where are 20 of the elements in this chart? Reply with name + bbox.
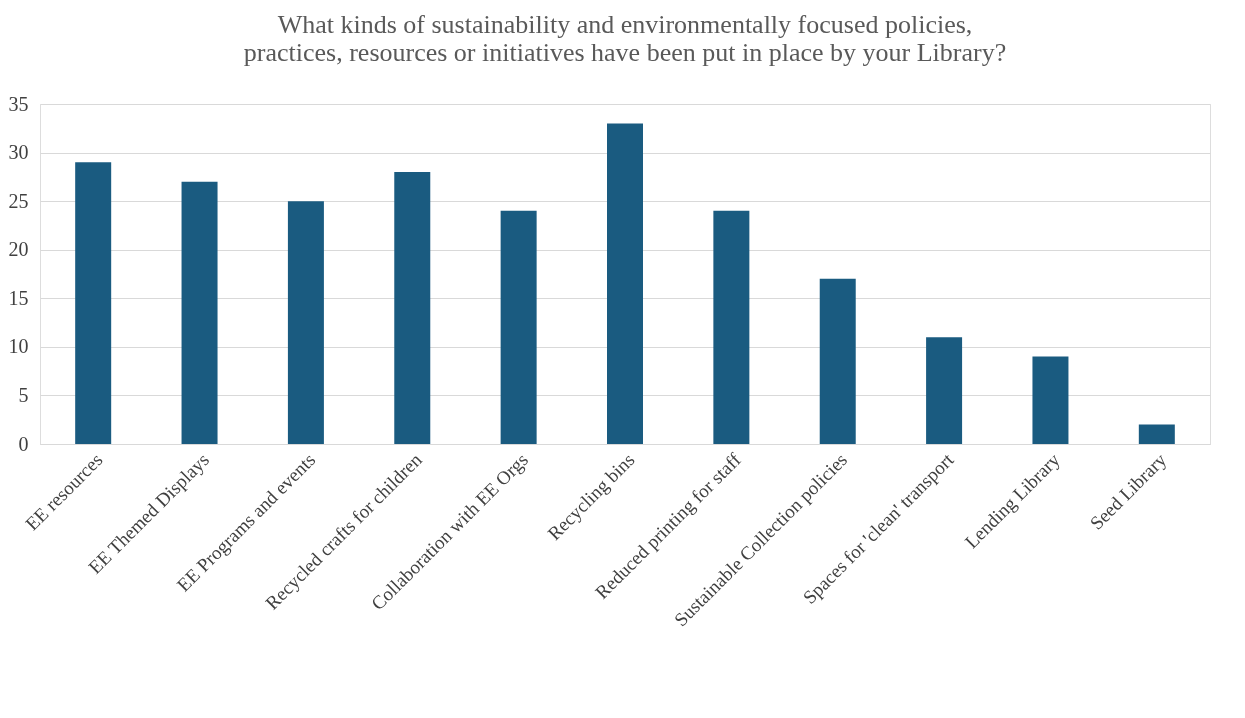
y-tick-label: 10 — [8, 335, 29, 358]
bar — [713, 210, 750, 444]
chart-title: What kinds of sustainability and environmentally focused policies, practices, resources or initiatives have been put in place by your Library? — [243, 10, 1007, 67]
y-tick-label: 15 — [8, 286, 29, 309]
bar — [500, 210, 537, 444]
bar — [1032, 356, 1069, 444]
y-tick-label: 5 — [18, 383, 29, 406]
y-tick-label: 35 — [8, 92, 29, 115]
bar — [819, 278, 856, 444]
bar — [75, 162, 112, 444]
y-tick-label: 25 — [8, 189, 29, 212]
bar — [1138, 424, 1175, 444]
y-tick-label: 20 — [8, 238, 29, 261]
y-tick-label: 0 — [18, 432, 29, 455]
bar — [394, 172, 431, 444]
y-tick-label: 30 — [8, 141, 29, 164]
bar — [926, 337, 963, 444]
bar — [607, 123, 643, 444]
bar — [287, 201, 324, 444]
bar — [181, 181, 218, 444]
